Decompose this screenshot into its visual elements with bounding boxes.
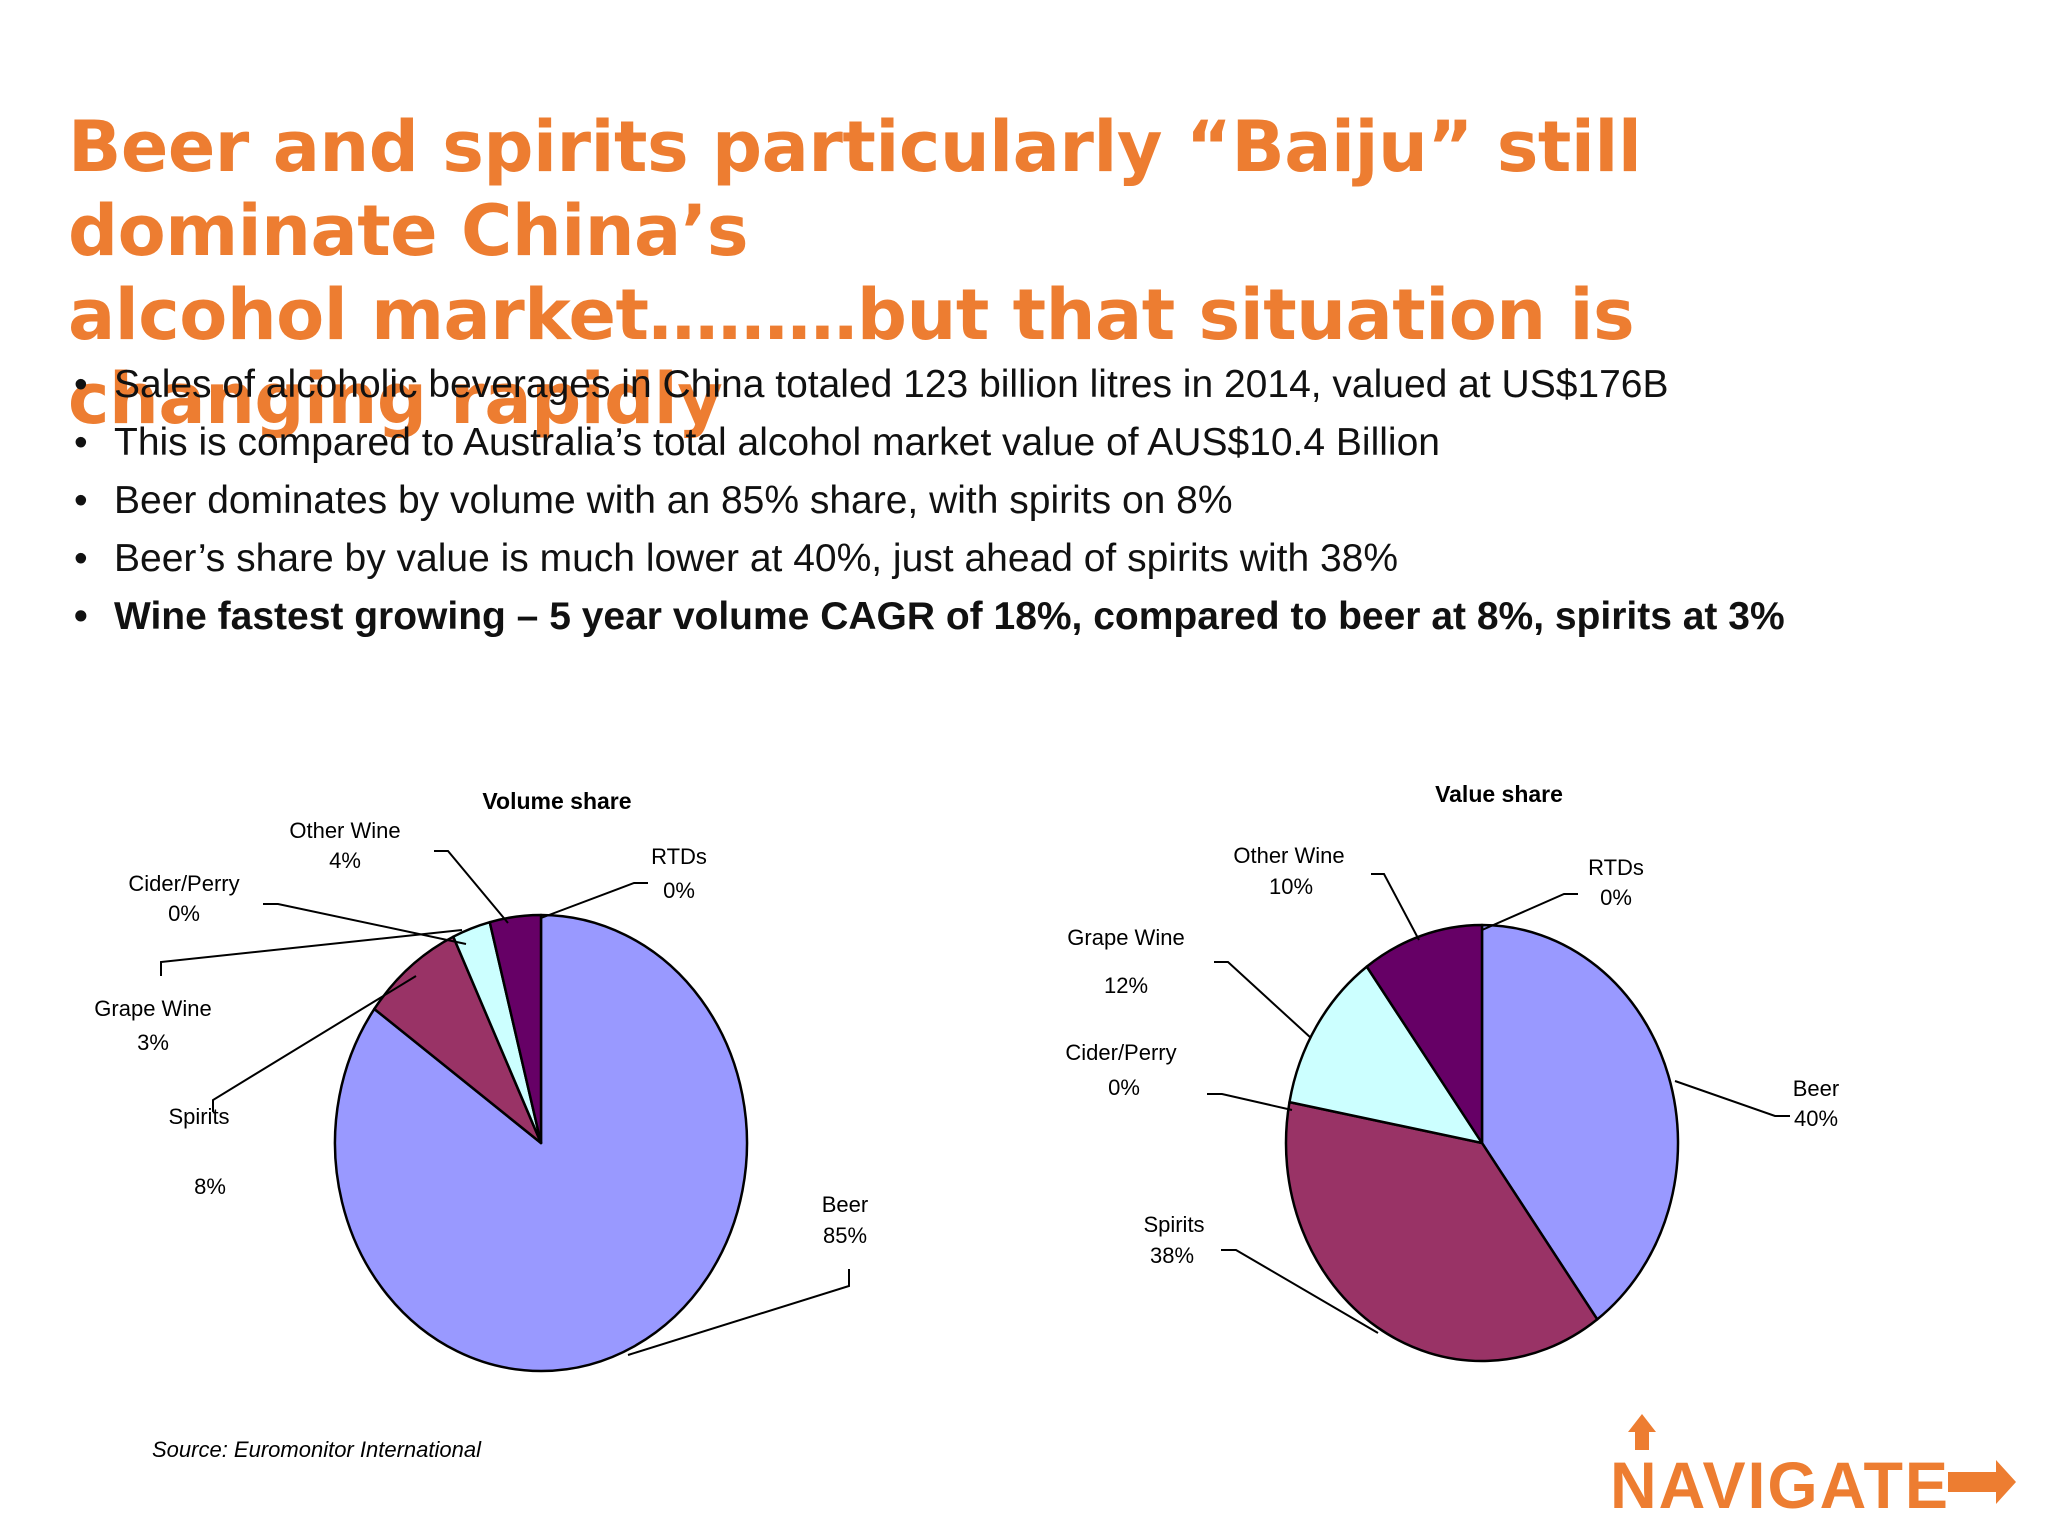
pie-slice-other-wine bbox=[1365, 923, 1484, 1145]
pie-slice-spirits bbox=[373, 935, 543, 1145]
pie-slice-grape-wine bbox=[1288, 965, 1484, 1145]
logo-text: NAVIGATE bbox=[1610, 1448, 1950, 1520]
leader-line-rtds bbox=[540, 882, 648, 919]
value-pie bbox=[1284, 923, 1680, 1363]
label-grape-wine-name: Grape Wine bbox=[94, 996, 211, 1021]
volume-share-chart: Volume share Other Wine 4% Cider/Perry 0… bbox=[94, 788, 868, 1373]
label-beer-name: Beer bbox=[1793, 1076, 1839, 1101]
label-grape-wine-value: 12% bbox=[1104, 973, 1148, 998]
source-note: Source: Euromonitor International bbox=[152, 1437, 481, 1462]
label-beer-value: 85% bbox=[823, 1223, 867, 1248]
leader-line-rtds bbox=[1481, 893, 1578, 931]
label-spirits-name: Spirits bbox=[168, 1104, 229, 1129]
label-grape-wine-name: Grape Wine bbox=[1067, 925, 1184, 950]
leader-line-beer bbox=[1674, 1080, 1790, 1117]
label-rtds-value: 0% bbox=[1600, 885, 1632, 910]
leader-line-spirits bbox=[1221, 1249, 1379, 1334]
bullet-item: Sales of alcoholic beverages in China to… bbox=[74, 356, 1994, 414]
right-arrow-icon bbox=[1948, 1460, 2016, 1504]
bullet-item: Beer dominates by volume with an 85% sha… bbox=[74, 472, 1994, 530]
pie-slice-other-wine bbox=[488, 913, 543, 1145]
label-rtds-name: RTDs bbox=[1588, 855, 1644, 880]
leader-line-other-wine bbox=[1371, 873, 1420, 941]
bullet-item: Wine fastest growing – 5 year volume CAG… bbox=[74, 588, 1994, 646]
label-other-wine-value: 10% bbox=[1269, 874, 1313, 899]
label-other-wine-name: Other Wine bbox=[1233, 843, 1344, 868]
value-share-chart: Value share Other Wine 10% Grape Wine 12… bbox=[1065, 781, 1839, 1363]
bullet-item: This is compared to Australia’s total al… bbox=[74, 414, 1994, 472]
pie-slice-spirits bbox=[1284, 1100, 1599, 1363]
label-spirits-value: 8% bbox=[194, 1174, 226, 1199]
label-rtds-value: 0% bbox=[663, 878, 695, 903]
title-line-1: Beer and spirits particularly “Baiju” st… bbox=[68, 106, 1642, 272]
leader-line-grape-wine bbox=[160, 929, 463, 976]
leader-line-other-wine bbox=[434, 850, 509, 924]
label-rtds-name: RTDs bbox=[651, 844, 707, 869]
label-other-wine-value: 4% bbox=[329, 848, 361, 873]
navigate-logo: NAVIGATE bbox=[1610, 1414, 2016, 1520]
label-cider-perry-name: Cider/Perry bbox=[128, 871, 239, 896]
label-grape-wine-value: 3% bbox=[137, 1030, 169, 1055]
value-chart-title: Value share bbox=[1435, 781, 1563, 807]
leader-line-cider-perry bbox=[263, 903, 467, 945]
volume-pie bbox=[333, 913, 749, 1373]
bullet-item: Beer’s share by value is much lower at 4… bbox=[74, 530, 1994, 588]
pie-slice-beer bbox=[1480, 923, 1680, 1321]
leader-line-grape-wine bbox=[1214, 961, 1312, 1039]
up-arrow-icon bbox=[1628, 1414, 1656, 1450]
label-other-wine-name: Other Wine bbox=[289, 818, 400, 843]
leader-line-beer bbox=[627, 1269, 850, 1356]
bullet-list: Sales of alcoholic beverages in China to… bbox=[74, 356, 1994, 646]
volume-chart-title: Volume share bbox=[482, 788, 631, 814]
label-cider-perry-value: 0% bbox=[168, 901, 200, 926]
leader-line-cider-perry bbox=[1207, 1093, 1293, 1111]
leader-line-spirits bbox=[212, 975, 417, 1112]
label-beer-name: Beer bbox=[822, 1192, 868, 1217]
label-cider-perry-value: 0% bbox=[1108, 1075, 1140, 1100]
label-beer-value: 40% bbox=[1794, 1106, 1838, 1131]
label-spirits-name: Spirits bbox=[1143, 1212, 1204, 1237]
label-spirits-value: 38% bbox=[1150, 1243, 1194, 1268]
label-cider-perry-name: Cider/Perry bbox=[1065, 1040, 1176, 1065]
